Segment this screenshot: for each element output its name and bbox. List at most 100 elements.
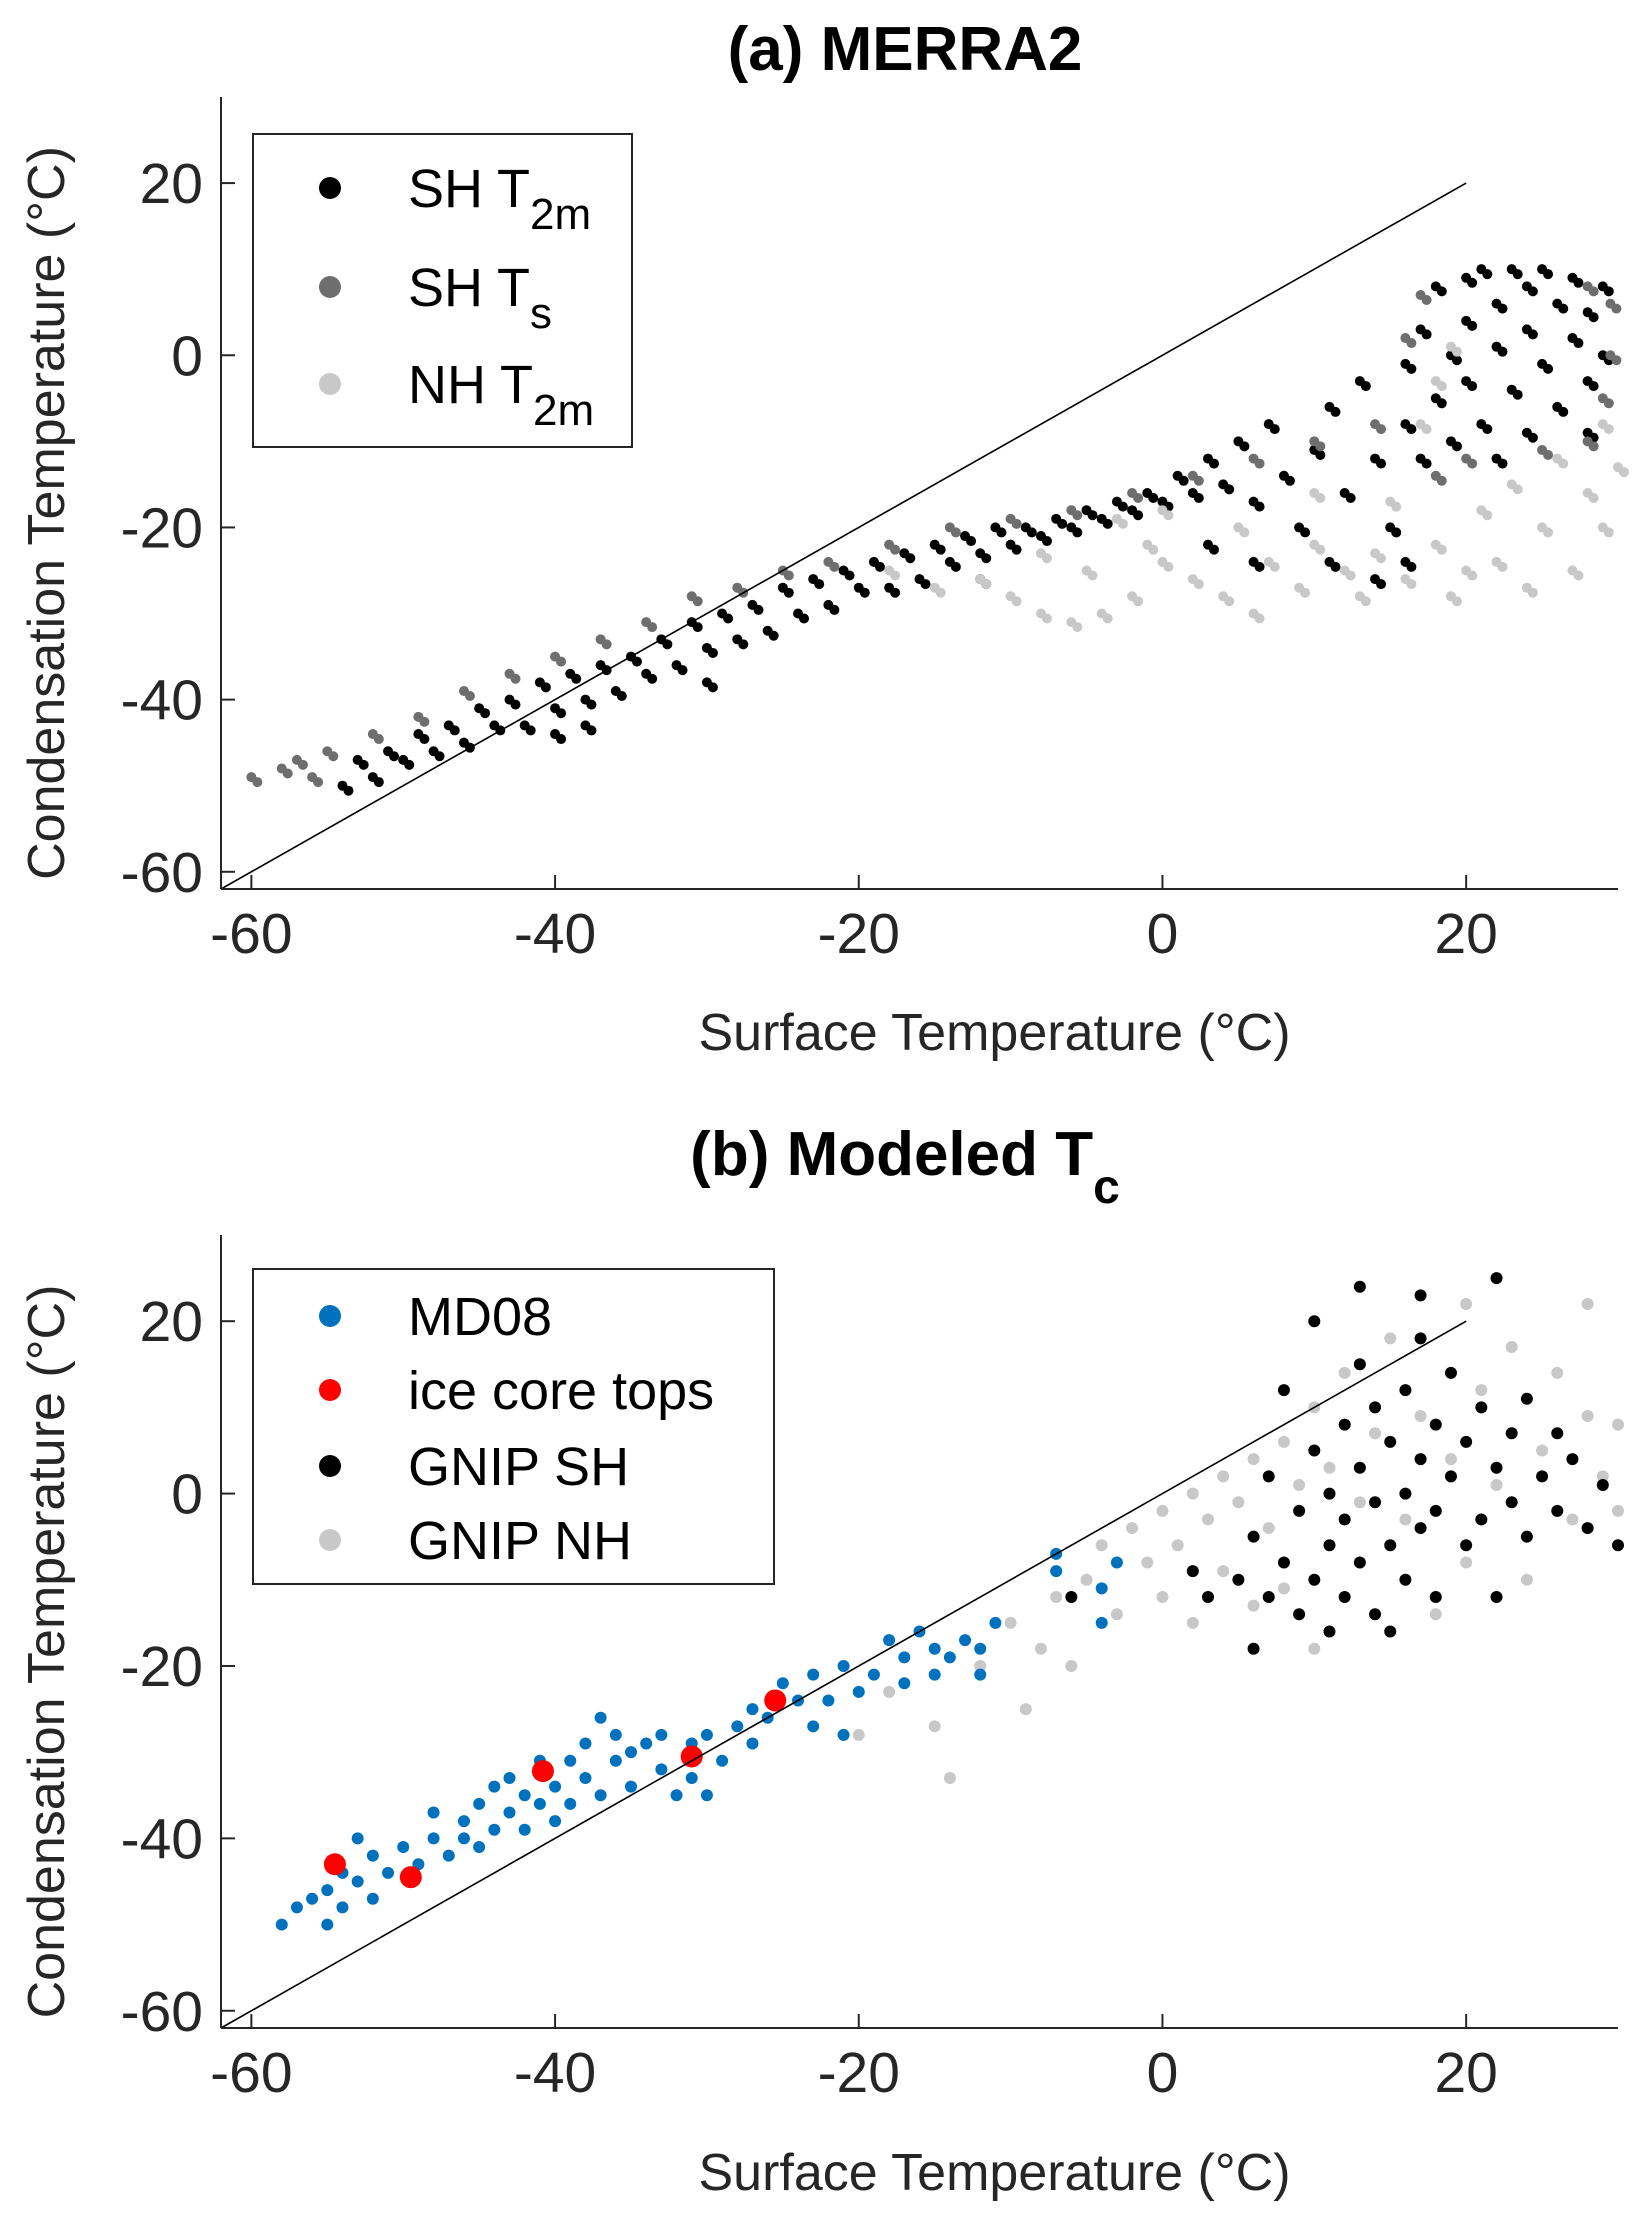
data-point [1596, 1470, 1609, 1483]
data-point [1429, 1591, 1442, 1604]
data-point [1475, 1513, 1488, 1526]
x-tick-label: -40 [514, 902, 596, 966]
panel-b-title-main: (b) Modeled T [690, 1120, 1093, 1189]
data-point [1186, 1487, 1199, 1500]
y-tick-label: 0 [171, 1463, 203, 1527]
data-point [1581, 1522, 1594, 1535]
data-point [1612, 1504, 1624, 1517]
data-point [723, 613, 734, 624]
one-to-one-line [220, 1320, 1467, 2029]
data-point [1414, 1289, 1427, 1302]
data-point [1315, 493, 1326, 503]
one-to-one-line [220, 182, 1467, 890]
data-point [1482, 510, 1493, 521]
legend-label-main: GNIP SH [408, 1437, 629, 1497]
data-point [1369, 1608, 1382, 1621]
data-point [1482, 424, 1493, 435]
data-point [1178, 475, 1189, 486]
data-point [1391, 501, 1402, 512]
data-point [1011, 544, 1022, 555]
data-point [1186, 1565, 1199, 1578]
data-point [943, 1651, 956, 1664]
panel-b-modeled-tc: (b) Modeled Tc -60 -40 -20 0 20 -60 -40 -20 0 20 S… [18, 1120, 1624, 2202]
data-point [1588, 381, 1599, 392]
legend-label-main: MD08 [408, 1287, 552, 1347]
data-point [959, 1634, 972, 1647]
data-point [655, 1763, 668, 1776]
x-tick-label: 0 [1147, 2041, 1179, 2105]
data-point [974, 1659, 987, 1672]
data-point [1360, 596, 1371, 607]
panel-a-title: (a) MERRA2 [728, 15, 1083, 84]
panel-b-title: (b) Modeled Tc [690, 1120, 1120, 1214]
data-point [1436, 381, 1447, 392]
data-point [1156, 1591, 1169, 1604]
legend-label: NH T2m [408, 355, 594, 435]
data-point [1323, 1487, 1336, 1500]
data-point [1536, 1444, 1549, 1457]
data-point [1072, 527, 1083, 538]
data-point [321, 1884, 334, 1897]
legend-label: GNIP SH [408, 1437, 629, 1497]
data-point [1217, 1470, 1230, 1483]
data-point [647, 673, 658, 684]
data-point [1475, 1384, 1488, 1397]
data-point [1406, 363, 1417, 374]
data-point [366, 1849, 379, 1862]
data-point [1293, 1478, 1306, 1491]
data-point [1399, 1384, 1412, 1397]
data-point [1414, 1332, 1427, 1345]
data-point [1254, 613, 1265, 624]
data-point [427, 1806, 440, 1819]
legend-marker [319, 1305, 341, 1327]
data-point [1277, 1556, 1290, 1569]
data-point [738, 639, 749, 650]
data-point [473, 1797, 486, 1810]
data-point [419, 734, 430, 745]
data-point [533, 1797, 546, 1810]
data-point [996, 527, 1007, 538]
data-point [419, 716, 430, 727]
legend-label-main: GNIP NH [408, 1511, 632, 1571]
legend-label: GNIP NH [408, 1511, 632, 1571]
data-point [1451, 441, 1462, 452]
data-point [373, 777, 384, 788]
data-point [1315, 544, 1326, 555]
series-nh-t-2m [884, 341, 1629, 633]
data-point [1414, 1522, 1427, 1535]
data-point [1406, 424, 1417, 435]
data-point [631, 656, 642, 667]
data-point [1034, 1642, 1047, 1655]
data-point [1117, 501, 1128, 512]
data-point [768, 630, 779, 641]
data-point [351, 1832, 364, 1845]
data-point [1406, 561, 1417, 572]
data-point [510, 673, 521, 684]
data-point [1133, 596, 1144, 607]
data-point [525, 725, 536, 736]
x-tick-label: 20 [1434, 902, 1497, 966]
data-point [670, 1789, 683, 1802]
data-point [746, 1703, 759, 1716]
data-point [1414, 1453, 1427, 1466]
data-point [1072, 510, 1083, 521]
data-point [783, 587, 794, 598]
data-point [1338, 1591, 1351, 1604]
data-point [389, 751, 400, 762]
data-point [518, 1789, 531, 1802]
data-point [1269, 561, 1280, 572]
data-point [753, 604, 764, 615]
data-point [1467, 570, 1478, 581]
data-point [950, 561, 961, 572]
data-point [746, 1737, 759, 1750]
data-point [1087, 570, 1098, 581]
data-point [1436, 544, 1447, 555]
data-point [594, 1711, 607, 1724]
data-point [1573, 570, 1584, 581]
data-point [1444, 1470, 1457, 1483]
data-point [1300, 527, 1311, 538]
data-point [624, 1746, 637, 1759]
data-point [1551, 1427, 1564, 1440]
data-point [1558, 406, 1569, 417]
data-point [1543, 449, 1554, 460]
